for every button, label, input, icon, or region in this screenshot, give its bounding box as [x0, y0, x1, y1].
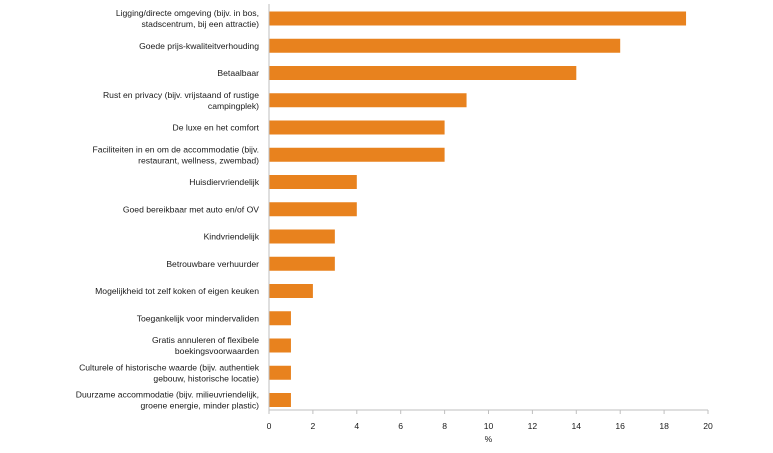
- category-label-9: Betrouwbare verhuurder: [166, 259, 259, 269]
- category-label-line: Duurzame accommodatie (bijv. milieuvrien…: [76, 390, 259, 400]
- bars-group: [269, 11, 687, 407]
- category-label-2: Betaalbaar: [217, 68, 259, 78]
- bar-6: [269, 175, 357, 189]
- category-label-line: De luxe en het comfort: [173, 123, 260, 133]
- bar-8: [269, 229, 335, 244]
- x-tick-label: 14: [572, 421, 582, 431]
- x-tick-label: 18: [659, 421, 669, 431]
- category-label-line: Huisdiervriendelijk: [189, 177, 259, 187]
- bar-3: [269, 93, 467, 108]
- category-label-11: Toegankelijk voor mindervaliden: [137, 313, 260, 323]
- category-label-13: Culturele of historische waarde (bijv. a…: [79, 362, 260, 383]
- category-label-line: Ligging/directe omgeving (bijv. in bos,: [116, 8, 259, 18]
- category-label-4: De luxe en het comfort: [173, 123, 260, 133]
- category-label-7: Goed bereikbaar met auto en/of OV: [123, 204, 259, 214]
- category-label-line: gebouw, historische locatie): [153, 373, 259, 383]
- x-tick-label: 4: [354, 421, 359, 431]
- category-label-line: groene energie, minder plastic): [141, 401, 260, 411]
- bar-11: [269, 311, 291, 326]
- category-label-0: Ligging/directe omgeving (bijv. in bos, s…: [116, 8, 259, 29]
- category-label-line: Faciliteiten in en om de accommodatie (b…: [92, 144, 259, 154]
- category-label-3: Rust en privacy (bijv. vrijstaand of rus…: [103, 90, 259, 111]
- bar-0: [269, 11, 687, 26]
- category-label-14: Duurzame accommodatie (bijv. milieuvrien…: [76, 390, 259, 411]
- category-label-line: Kindvriendelijk: [204, 232, 260, 242]
- category-label-12: Gratis annuleren of flexibele boekingsvoo…: [152, 335, 259, 356]
- bar-14: [269, 393, 291, 407]
- bar-13: [269, 365, 291, 380]
- category-labels-group: Ligging/directe omgeving (bijv. in bos, s…: [76, 8, 260, 411]
- bar-4: [269, 120, 445, 135]
- bar-2: [269, 66, 577, 80]
- x-tick-label: 6: [398, 421, 403, 431]
- x-tick-label: 8: [442, 421, 447, 431]
- x-tick-label: 16: [615, 421, 625, 431]
- category-label-6: Huisdiervriendelijk: [189, 177, 259, 187]
- category-label-line: restaurant, wellness, zwembad): [138, 155, 259, 165]
- category-label-1: Goede prijs-kwaliteitverhouding: [139, 41, 259, 51]
- category-label-5: Faciliteiten in en om de accommodatie (b…: [92, 144, 259, 165]
- bar-10: [269, 284, 313, 298]
- x-tick-label: 2: [311, 421, 316, 431]
- category-label-8: Kindvriendelijk: [204, 232, 260, 242]
- bar-1: [269, 38, 621, 53]
- bar-9: [269, 256, 335, 271]
- category-label-line: Culturele of historische waarde (bijv. a…: [79, 362, 260, 372]
- bar-5: [269, 147, 445, 162]
- category-label-10: Mogelijkheid tot zelf koken of eigen keu…: [95, 286, 259, 296]
- category-label-line: boekingsvoorwaarden: [175, 346, 259, 356]
- category-label-line: stadscentrum, bij een attractie): [141, 19, 259, 29]
- bar-7: [269, 202, 357, 217]
- category-label-line: campingplek): [208, 101, 259, 111]
- bar-12: [269, 338, 291, 353]
- category-label-line: Toegankelijk voor mindervaliden: [137, 313, 260, 323]
- x-tick-label: 12: [528, 421, 538, 431]
- category-label-line: Rust en privacy (bijv. vrijstaand of rus…: [103, 90, 259, 100]
- category-label-line: Mogelijkheid tot zelf koken of eigen keu…: [95, 286, 259, 296]
- x-tick-label: 10: [484, 421, 494, 431]
- category-label-line: Betaalbaar: [217, 68, 259, 78]
- category-label-line: Goed bereikbaar met auto en/of OV: [123, 204, 259, 214]
- x-axis: 0 2 4 6 8 10 12 14 16 18 20: [267, 4, 713, 431]
- x-tick-label: 0: [267, 421, 272, 431]
- x-axis-title: %: [485, 434, 493, 444]
- category-label-line: Betrouwbare verhuurder: [166, 259, 259, 269]
- x-tick-label: 20: [703, 421, 713, 431]
- category-label-line: Gratis annuleren of flexibele: [152, 335, 259, 345]
- category-label-line: Goede prijs-kwaliteitverhouding: [139, 41, 259, 51]
